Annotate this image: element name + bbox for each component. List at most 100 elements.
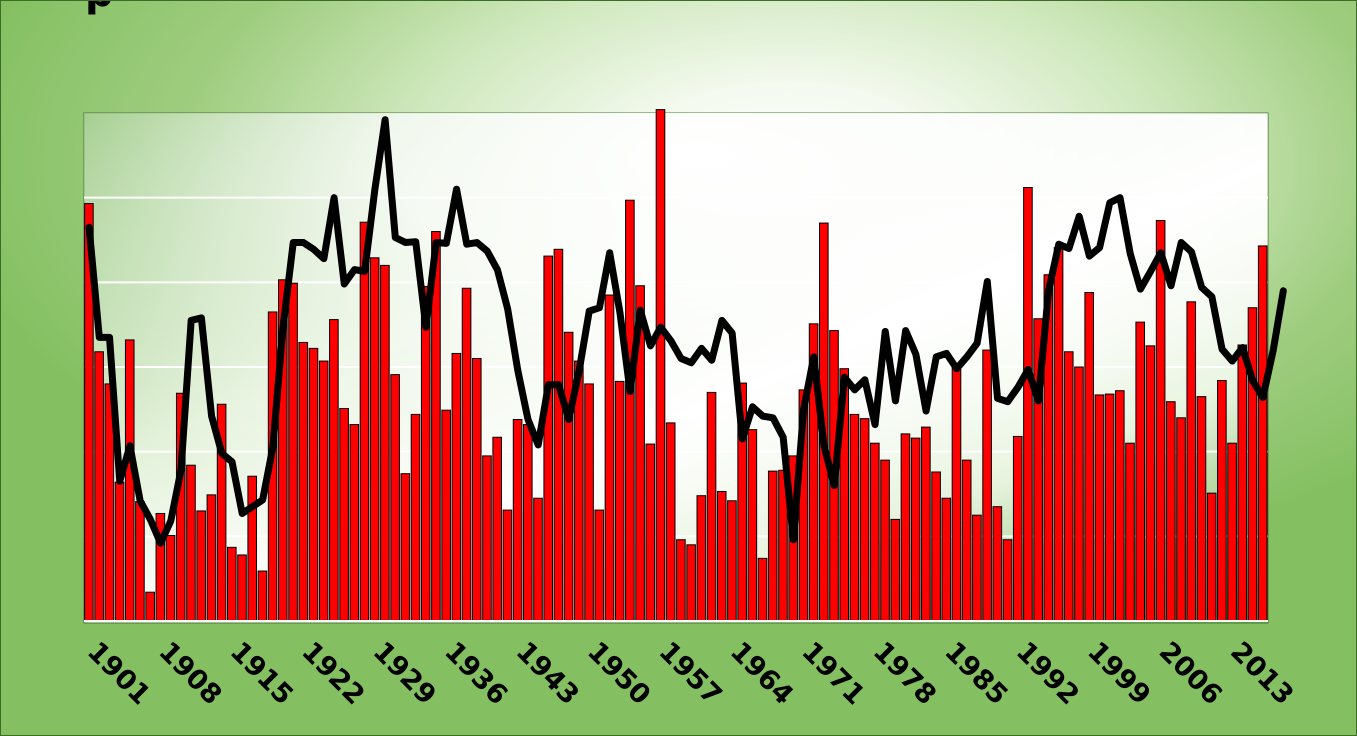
bar-1926 [339,407,349,622]
bar-2016 [1257,245,1268,622]
bar-1982 [910,437,921,622]
bar-1940 [482,455,492,622]
bar-1987 [961,459,972,622]
x-tick-label: 1999 [1081,636,1156,711]
smoothed-line [85,116,1287,547]
x-tick-label: 1915 [224,636,299,711]
bar-1922 [298,341,309,622]
bar-1927 [349,424,360,622]
bar-2006 [1155,220,1166,622]
chart-title: p [85,1,114,13]
x-tick-label: 1929 [367,636,442,711]
bar-2008 [1176,417,1186,622]
bar-1964 [727,500,737,622]
bar-1918 [257,570,268,622]
bar-1933 [410,413,421,622]
bar-2010 [1196,396,1207,622]
x-tick-label: 1992 [1010,636,1085,711]
bar-2009 [1186,301,1197,622]
bar-2015 [1247,307,1258,622]
bar-1930 [380,264,390,622]
bar-2004 [1135,321,1146,622]
bar-1952 [604,294,615,622]
bar-1929 [369,257,380,622]
bar-1917 [247,475,258,622]
bar-2011 [1206,492,1217,622]
bar-1951 [594,509,605,622]
bar-1911 [186,464,196,622]
bar-1931 [390,374,400,622]
bar-1925 [329,319,339,622]
x-tick-label: 1964 [724,636,799,711]
bar-1913 [206,494,217,622]
bar-2003 [1125,442,1135,622]
bar-2014 [1237,344,1248,622]
bar-1921 [288,282,298,622]
bar-2000 [1094,394,1105,622]
bar-1909 [165,534,176,622]
bar-1934 [420,286,431,622]
bar-1946 [543,255,554,622]
bar-1948 [563,331,574,622]
x-tick-label: 1943 [510,636,585,711]
x-tick-label: 1978 [867,636,942,711]
x-tick-label: 2006 [1153,636,1228,711]
bar-1977 [859,418,870,622]
bar-1904 [114,481,125,622]
bar-1942 [502,509,513,622]
bar-1906 [135,501,145,622]
bar-1998 [1074,366,1084,622]
bar-1902 [94,351,104,622]
bar-1924 [318,360,329,622]
bar-1947 [553,248,564,622]
line-series [85,116,1287,547]
x-tick-label: 1901 [81,636,156,711]
bar-1941 [492,436,502,622]
bar-1991 [1002,539,1013,622]
bar-1999 [1084,291,1094,622]
bar-1957 [655,109,666,622]
x-tick-label: 1922 [295,636,370,711]
bar-1936 [441,409,451,622]
x-tick-label: 1957 [653,636,728,711]
bar-1945 [533,497,543,622]
bar-1967 [757,557,768,622]
bar-1923 [308,347,319,622]
bar-1905 [124,339,135,622]
bar-1997 [1063,351,1074,622]
bar-1966 [747,429,758,622]
bar-1932 [400,473,411,622]
x-tick-label: 1908 [153,636,228,711]
bar-1961 [696,495,707,622]
x-tick-label: 1985 [938,636,1013,711]
bar-1986 [951,363,962,622]
bar-1959 [676,539,686,622]
bar-1980 [890,518,901,622]
bar-1912 [196,510,206,622]
bar-1953 [614,380,625,622]
bar-1962 [706,391,717,622]
bar-1907 [145,591,155,622]
x-tick-label: 1950 [581,636,656,711]
bar-2001 [1104,393,1115,622]
x-tick-label: 1971 [796,636,871,711]
bar-1956 [645,443,656,622]
bar-1992 [1012,435,1023,622]
bar-2013 [1227,442,1237,622]
bar-1985 [941,497,952,622]
bar-1954 [625,199,635,622]
bar-1943 [512,418,523,622]
x-tick-label: 2013 [1224,636,1299,711]
bar-1981 [900,433,911,622]
bar-2005 [1145,345,1156,622]
bar-1960 [686,544,696,622]
bar-2002 [1115,390,1125,622]
bar-1968 [767,470,778,622]
bar-1939 [471,358,482,622]
bar-1937 [451,352,462,622]
bar-1963 [716,490,727,622]
bar-1983 [921,426,931,622]
bar-1984 [931,471,941,622]
